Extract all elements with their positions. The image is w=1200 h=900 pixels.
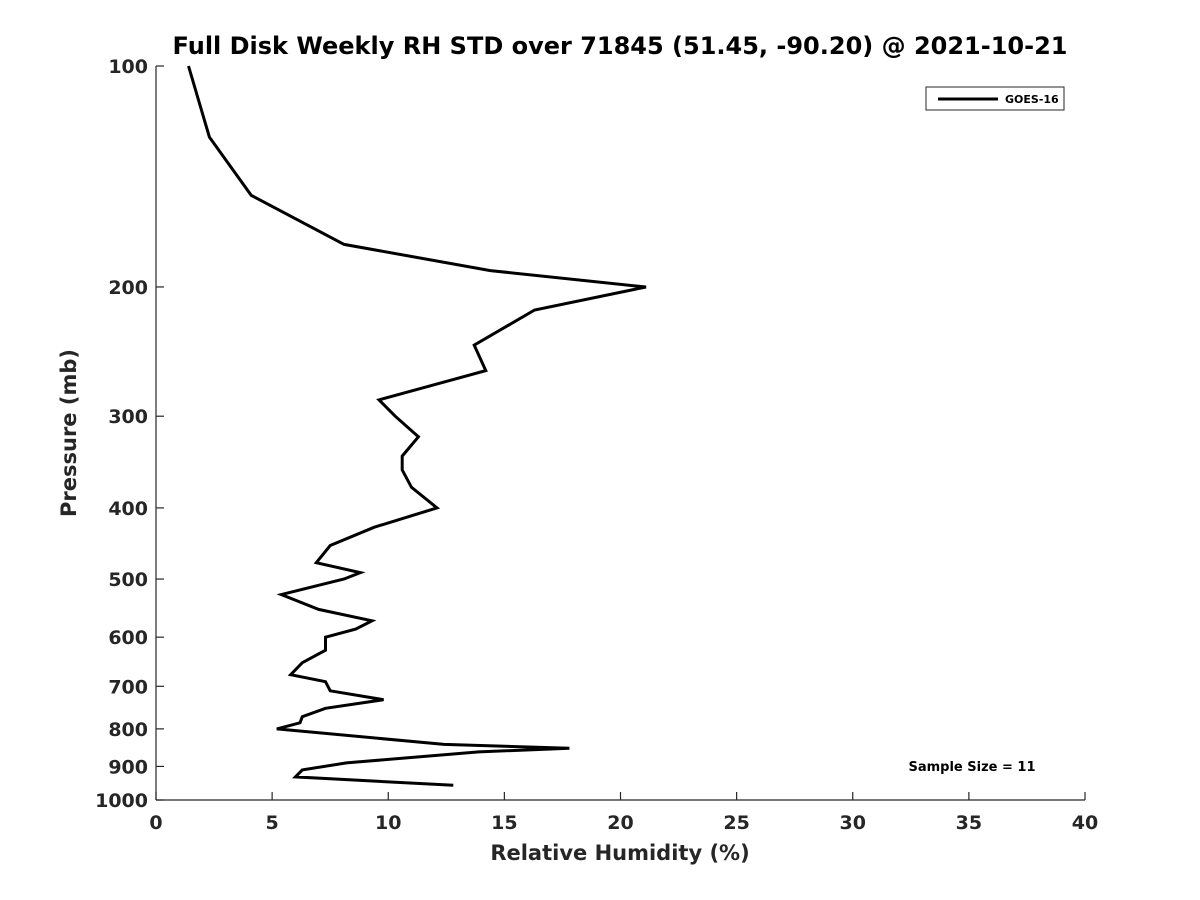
y-tick-label: 300 [108,406,148,428]
x-tick-label: 20 [607,812,633,834]
x-tick-label: 25 [723,812,749,834]
x-tick-label: 0 [149,812,162,834]
x-tick-label: 40 [1072,812,1098,834]
x-tick-label: 15 [491,812,517,834]
y-tick-label: 600 [108,627,148,649]
y-tick-label: 200 [108,277,148,299]
series-layer [187,65,647,787]
series-line [187,65,647,787]
y-tick-label: 800 [108,719,148,741]
y-ticks: 100 200 300 400 500 600 700 800 900 1000 [95,56,164,812]
x-tick-label: 30 [840,812,866,834]
chart-title: Full Disk Weekly RH STD over 71845 (51.4… [173,32,1068,60]
x-axis-label: Relative Humidity (%) [490,841,749,865]
y-tick-label: 900 [108,756,148,778]
x-tick-label: 35 [956,812,982,834]
y-tick-label: 500 [108,569,148,591]
y-tick-label: 100 [108,56,148,78]
x-tick-label: 10 [375,812,401,834]
legend: GOES-16 [925,86,1065,111]
y-tick-label: 400 [108,498,148,520]
y-axis-label: Pressure (mb) [57,349,81,517]
y-tick-label: 1000 [95,790,148,812]
x-ticks: 0 5 10 15 20 25 30 35 40 [149,792,1098,834]
y-tick-label: 700 [108,676,148,698]
sample-size-annotation: Sample Size = 11 [908,760,1035,775]
legend-label: GOES-16 [1005,93,1059,106]
x-tick-label: 5 [266,812,279,834]
